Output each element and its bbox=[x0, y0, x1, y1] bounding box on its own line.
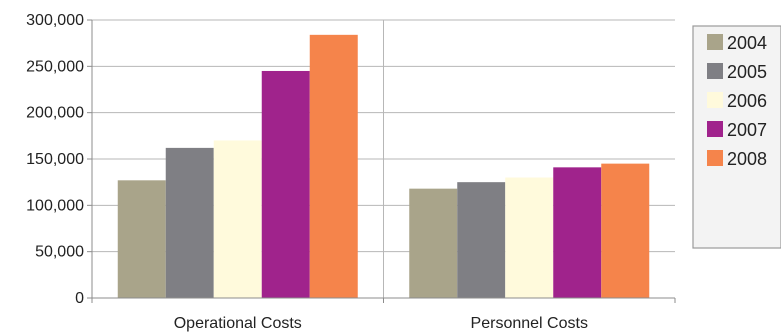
category-labels: Operational Costs Personnel Costs bbox=[174, 315, 588, 332]
y-tick-labels: 0 50,000 100,000 150,000 200,000 250,000 300,0… bbox=[26, 12, 84, 307]
legend-swatch bbox=[707, 150, 723, 166]
legend-swatch bbox=[707, 92, 723, 108]
bar-2008-operational bbox=[309, 34, 358, 299]
bar-2007-operational bbox=[261, 70, 310, 298]
legend-label: 2005 bbox=[727, 62, 767, 82]
legend-swatch bbox=[707, 121, 723, 137]
category-label: Operational Costs bbox=[174, 315, 302, 332]
legend-label: 2004 bbox=[727, 33, 767, 53]
y-tick-label: 50,000 bbox=[35, 244, 84, 261]
bar-2004-operational bbox=[117, 180, 166, 298]
legend: 2004 2005 2006 2007 2008 bbox=[692, 25, 781, 249]
bar-2005-personnel bbox=[457, 182, 506, 298]
legend-label: 2008 bbox=[727, 149, 767, 169]
bar-2004-personnel bbox=[409, 188, 458, 298]
bar-2006-operational bbox=[213, 140, 262, 298]
y-tick-label: 250,000 bbox=[26, 58, 84, 75]
bar-2006-personnel bbox=[505, 177, 554, 298]
legend-swatch bbox=[707, 63, 723, 79]
y-tick-label: 100,000 bbox=[26, 197, 84, 214]
axes bbox=[87, 19, 676, 303]
y-tick-label: 300,000 bbox=[26, 12, 84, 29]
bar-2005-operational bbox=[165, 147, 214, 298]
y-tick-label: 0 bbox=[75, 290, 84, 307]
y-tick-label: 150,000 bbox=[26, 151, 84, 168]
bar-2007-personnel bbox=[553, 167, 602, 298]
y-tick-label: 200,000 bbox=[26, 105, 84, 122]
bars bbox=[117, 34, 650, 299]
category-label: Personnel Costs bbox=[471, 315, 588, 332]
legend-swatch bbox=[707, 34, 723, 50]
legend-label: 2006 bbox=[727, 91, 767, 111]
legend-label: 2007 bbox=[727, 120, 767, 140]
bar-2008-personnel bbox=[601, 163, 650, 298]
